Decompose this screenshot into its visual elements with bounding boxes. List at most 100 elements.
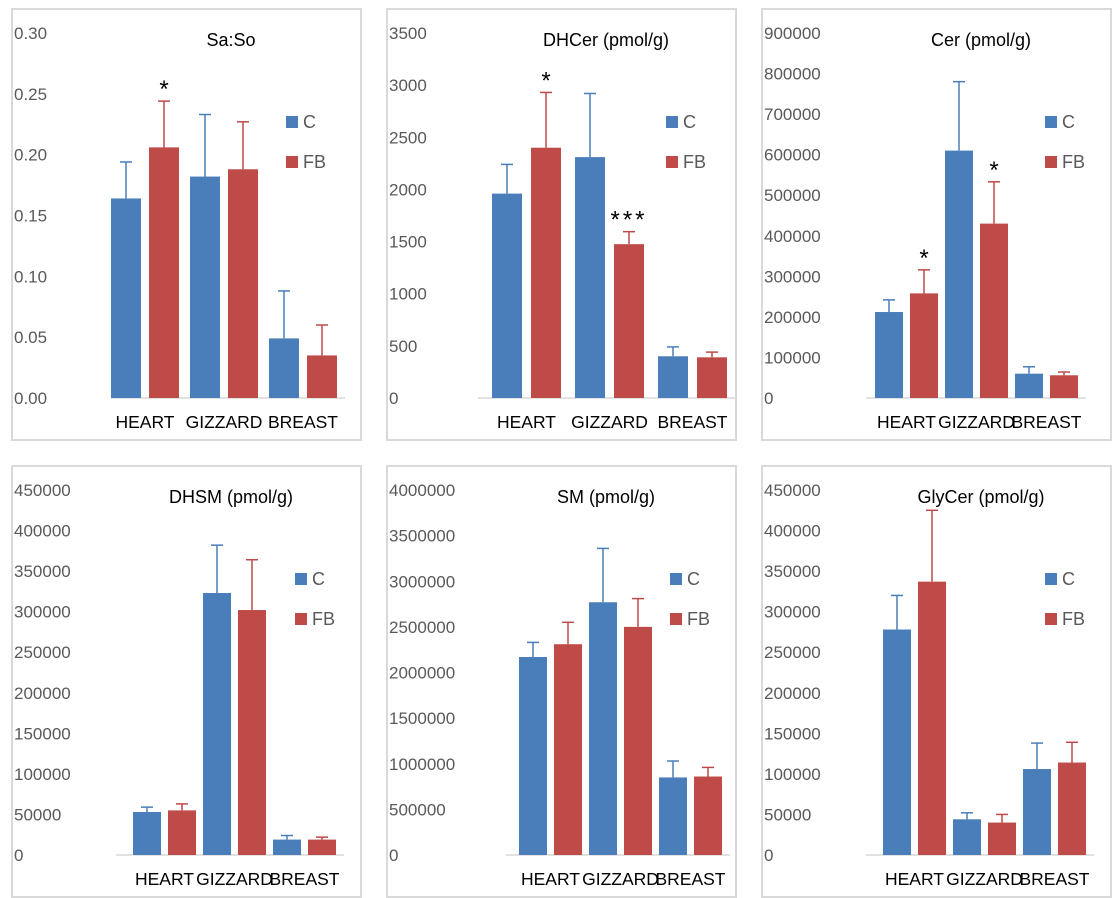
bar-heart-fb xyxy=(531,147,561,398)
legend-swatch-c xyxy=(286,116,298,128)
legend-label-fb: FB xyxy=(687,609,710,629)
bar-breast-c xyxy=(1015,373,1043,398)
bar-gizzard-c xyxy=(945,150,973,398)
significance-marker: * xyxy=(541,67,550,94)
legend-swatch-fb xyxy=(1045,613,1057,625)
bar-gizzard-c xyxy=(953,819,981,855)
x-category-label-breast: BREAST xyxy=(657,412,727,432)
x-category-label-breast: BREAST xyxy=(268,412,338,432)
bar-breast-fb xyxy=(307,355,337,398)
y-tick-label: 0 xyxy=(764,389,773,408)
significance-marker: *** xyxy=(610,207,647,234)
bar-heart-fb xyxy=(149,147,179,398)
bar-heart-c xyxy=(875,312,903,398)
y-tick-label: 2000 xyxy=(389,180,427,199)
bar-breast-c xyxy=(1023,769,1051,855)
chart-title: Sa:So xyxy=(206,30,255,50)
chart-glycer: 0 50000 100000 150000 200000 250000 300000 3500… xyxy=(764,481,1094,889)
bar-gizzard-c xyxy=(203,593,231,855)
y-tick-label: 500000 xyxy=(764,186,821,205)
y-tick-label: 400000 xyxy=(764,227,821,246)
chart-title: DHCer (pmol/g) xyxy=(543,30,669,50)
chart-title: GlyCer (pmol/g) xyxy=(917,487,1044,507)
legend-label-c: C xyxy=(312,569,325,589)
bar-gizzard-fb xyxy=(624,626,652,855)
legend-swatch-c xyxy=(295,573,307,585)
y-tick-label: 350000 xyxy=(764,562,821,581)
bar-breast-c xyxy=(269,338,299,398)
y-tick-label: 100000 xyxy=(14,765,71,784)
legend-swatch-c xyxy=(670,573,682,585)
x-category-label-heart: HEART xyxy=(877,412,936,432)
y-tick-label: 0.25 xyxy=(14,85,47,104)
bar-heart-c xyxy=(519,656,547,855)
x-category-label-gizzard: GIZZARD xyxy=(186,412,263,432)
bar-breast-fb xyxy=(694,776,722,855)
chart-panel-cer: 0 100000 200000 300000 400000 500000 600000 700… xyxy=(761,8,1112,441)
chart-panel-dhcer: 0 500 1000 1500 2000 2500 3000 3500 * *** HEART GIZ… xyxy=(386,8,737,441)
significance-marker: * xyxy=(989,157,998,184)
x-category-label-heart: HEART xyxy=(135,869,194,889)
y-tick-label: 4000000 xyxy=(389,481,455,500)
legend-label-c: C xyxy=(687,569,700,589)
y-tick-label: 700000 xyxy=(764,105,821,124)
y-tick-label: 1500 xyxy=(389,233,427,252)
bar-gizzard-c xyxy=(589,602,617,855)
x-category-label-breast: BREAST xyxy=(1011,412,1081,432)
y-tick-label: 600000 xyxy=(764,146,821,165)
y-tick-label: 250000 xyxy=(764,643,821,662)
legend-label-fb: FB xyxy=(683,152,706,172)
chart-cer: 0 100000 200000 300000 400000 500000 600000 700… xyxy=(764,24,1086,432)
y-tick-label: 3000000 xyxy=(389,572,455,591)
legend-label-fb: FB xyxy=(1062,609,1085,629)
bar-breast-fb xyxy=(1058,762,1086,855)
bar-heart-fb xyxy=(168,810,196,855)
y-tick-label: 900000 xyxy=(764,24,821,43)
y-tick-label: 200000 xyxy=(764,684,821,703)
y-tick-label: 0 xyxy=(14,846,23,865)
significance-marker: * xyxy=(919,245,928,272)
y-tick-label: 100000 xyxy=(764,348,821,367)
y-tick-label: 2500000 xyxy=(389,618,455,637)
chart-title: DHSM (pmol/g) xyxy=(169,487,293,507)
bar-heart-c xyxy=(492,193,522,398)
y-tick-label: 100000 xyxy=(764,765,821,784)
y-tick-label: 350000 xyxy=(14,562,71,581)
y-tick-label: 0.20 xyxy=(14,146,47,165)
legend-swatch-c xyxy=(1045,116,1057,128)
legend-swatch-c xyxy=(666,116,678,128)
y-tick-label: 0 xyxy=(764,846,773,865)
y-tick-label: 400000 xyxy=(14,522,71,541)
y-tick-label: 800000 xyxy=(764,65,821,84)
y-tick-label: 0 xyxy=(389,389,398,408)
bar-breast-fb xyxy=(308,839,336,855)
x-category-label-breast: BREAST xyxy=(269,869,339,889)
x-category-label-gizzard: GIZZARD xyxy=(938,412,1015,432)
y-tick-label: 200000 xyxy=(14,684,71,703)
y-tick-label: 500000 xyxy=(389,800,446,819)
y-tick-label: 0 xyxy=(389,846,398,865)
x-category-label-heart: HEART xyxy=(116,412,175,432)
y-tick-label: 3000 xyxy=(389,76,427,95)
y-tick-label: 50000 xyxy=(764,805,811,824)
y-tick-label: 50000 xyxy=(14,805,61,824)
y-tick-label: 400000 xyxy=(764,522,821,541)
y-tick-label: 2000000 xyxy=(389,664,455,683)
x-category-label-gizzard: GIZZARD xyxy=(196,869,273,889)
y-tick-label: 0.10 xyxy=(14,267,47,286)
x-category-label-gizzard: GIZZARD xyxy=(571,412,648,432)
legend-label-c: C xyxy=(1062,569,1075,589)
chart-panel-glycer: 0 50000 100000 150000 200000 250000 300000 3500… xyxy=(761,465,1112,898)
y-tick-label: 300000 xyxy=(764,603,821,622)
y-tick-label: 450000 xyxy=(14,481,71,500)
legend-label-fb: FB xyxy=(312,609,335,629)
bar-heart-c xyxy=(133,812,161,855)
y-tick-label: 0.00 xyxy=(14,389,47,408)
legend-swatch-fb xyxy=(670,613,682,625)
chart-sa-so: 0.00 0.05 0.10 0.15 0.20 0.25 0.30 * HEART GIZZAR… xyxy=(14,24,345,432)
legend-swatch-fb xyxy=(1045,156,1057,168)
bar-heart-c xyxy=(111,198,141,398)
chart-panel-dhsm: 0 50000 100000 150000 200000 250000 300000 3500… xyxy=(11,465,362,898)
bar-heart-fb xyxy=(554,644,582,855)
x-category-label-breast: BREAST xyxy=(1019,869,1089,889)
